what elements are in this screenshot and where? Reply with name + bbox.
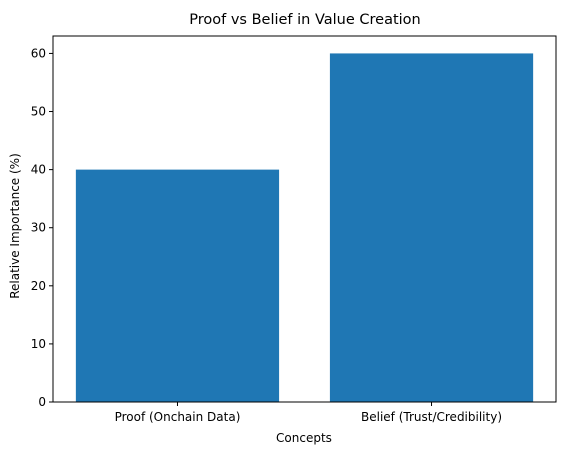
bar-2 (329, 53, 534, 403)
y-axis-label: Relative Importance (%) (8, 153, 22, 299)
y-tick-label: 60 (31, 46, 46, 60)
x-tick-label: Belief (Trust/Credibility) (361, 410, 502, 424)
x-axis-ticks: Proof (Onchain Data) Belief (Trust/Credib… (115, 402, 502, 424)
y-tick-label: 0 (38, 395, 46, 409)
bars-layer (75, 53, 534, 403)
y-axis-ticks: 0 10 20 30 40 50 60 (31, 46, 53, 409)
y-tick-label: 20 (31, 279, 46, 293)
plot-frame (52, 35, 557, 403)
chart-title: Proof vs Belief in Value Creation (189, 12, 421, 28)
bar-1 (75, 169, 280, 402)
x-axis-label: Concepts (276, 431, 332, 445)
y-tick-label: 50 (31, 105, 46, 119)
x-tick-label: Proof (Onchain Data) (115, 410, 241, 424)
y-tick-label: 10 (31, 337, 46, 351)
y-tick-label: 30 (31, 221, 46, 235)
y-tick-label: 40 (31, 163, 46, 177)
